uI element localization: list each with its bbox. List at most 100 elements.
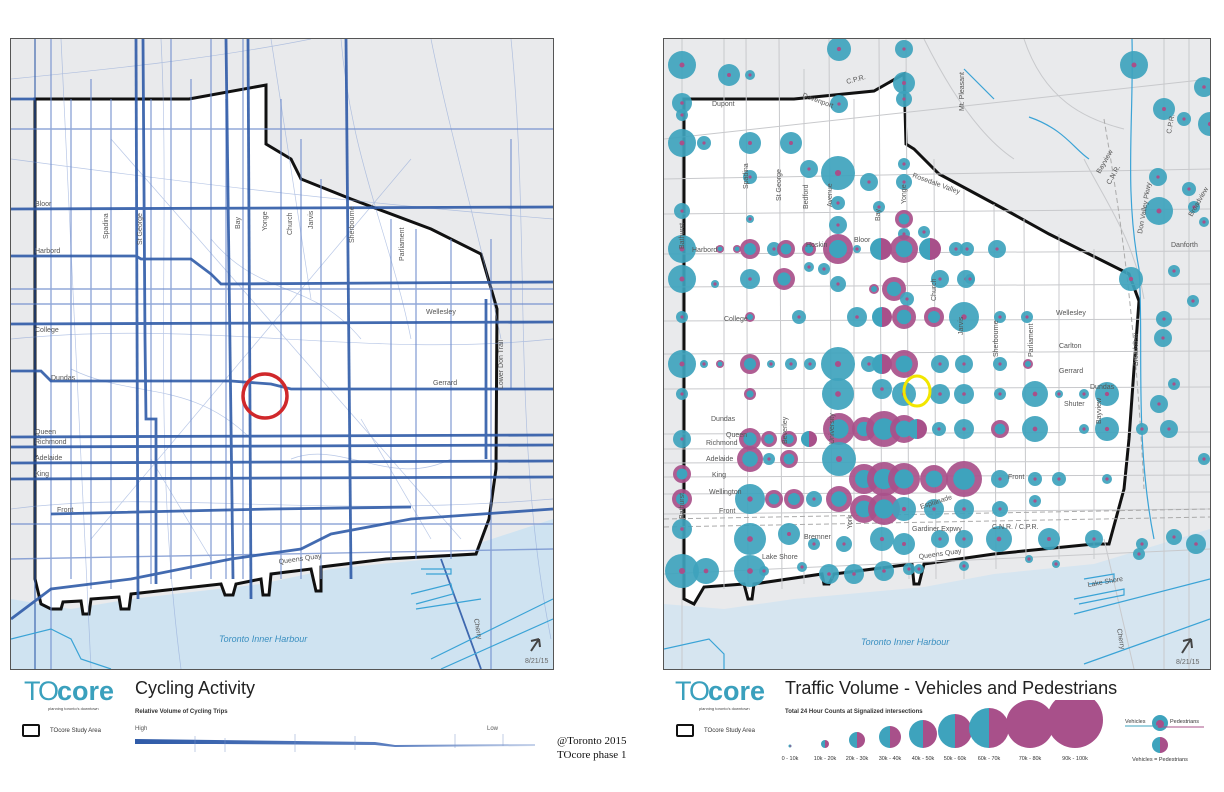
street-label: Wellington bbox=[709, 489, 742, 496]
street-label: College bbox=[724, 316, 748, 323]
legend-bubble bbox=[1047, 700, 1103, 748]
street-label: Dundas bbox=[711, 416, 736, 423]
street-label: Bayview bbox=[1096, 397, 1103, 424]
street-label: Yonge bbox=[901, 184, 908, 204]
cycling-volume-gradient bbox=[135, 734, 535, 752]
street-label: University bbox=[829, 413, 836, 444]
credit-line-1: @Toronto 2015 bbox=[557, 735, 627, 747]
street-label: Dupont bbox=[712, 101, 735, 108]
study-area-legend: TOcore Study Area bbox=[676, 724, 755, 737]
study-area-legend: TOcore Study Area bbox=[22, 724, 101, 737]
street-label: C.N.R. / C.P.R. bbox=[992, 524, 1039, 531]
street-label: Richmond bbox=[706, 440, 738, 447]
street-label: Beverley bbox=[782, 416, 789, 444]
harbour-label: Toronto Inner Harbour bbox=[861, 637, 950, 647]
harbour-water bbox=[664, 529, 1210, 669]
street-label: Cherry bbox=[1115, 628, 1126, 650]
traffic-volume-legend: 0 - 10k 10k - 20k 20k - 30k 30k - 40k 40k - … bbox=[782, 700, 1204, 763]
map-subtitle: Relative Volume of Cycling Trips bbox=[135, 709, 228, 715]
harbour-water bbox=[11, 519, 553, 669]
street-label: Lower Don Trail bbox=[498, 340, 505, 389]
street-label: Harbord bbox=[35, 248, 60, 255]
street-label: Queen bbox=[726, 432, 747, 439]
legend-bin-label: 0 - 10k bbox=[782, 756, 799, 762]
street-label: Bathurst bbox=[679, 223, 686, 249]
street-label: Richmond bbox=[35, 439, 67, 446]
street-label: Front bbox=[719, 508, 735, 515]
map-date: 8/21/15 bbox=[525, 658, 548, 665]
street-label: College bbox=[35, 327, 59, 334]
street-label: Front bbox=[57, 507, 73, 514]
credit: @Toronto 2015 TOcore phase 1 bbox=[557, 734, 627, 762]
legend-bin-label: 60k - 70k bbox=[978, 756, 1001, 762]
street-label: Adelaide bbox=[706, 456, 733, 463]
street-label: Gerrard bbox=[433, 380, 457, 387]
street-label: Dundas bbox=[1090, 384, 1115, 391]
street-label: Church bbox=[931, 278, 938, 301]
highlight-circle bbox=[902, 374, 932, 408]
street-label: King bbox=[35, 471, 49, 478]
map-subtitle: Total 24 Hour Counts at Signalized inter… bbox=[785, 709, 923, 715]
street-label: Queen bbox=[35, 429, 56, 436]
street-label: Carlton bbox=[1059, 343, 1082, 350]
cycling-activity-map[interactable]: Bloor Harbord College Dundas Queen Richm… bbox=[10, 38, 554, 670]
street-label: C.P.R. bbox=[1166, 114, 1176, 135]
legend-bin-label: 30k - 40k bbox=[879, 756, 902, 762]
street-label: Bay bbox=[875, 208, 882, 221]
street-label: Bloor bbox=[854, 237, 871, 244]
study-area-swatch bbox=[22, 724, 40, 737]
north-arrow-icon bbox=[1181, 638, 1193, 654]
street-label: Wellesley bbox=[1056, 310, 1086, 317]
legend-key-pedestrians: Pedestrians bbox=[1170, 719, 1199, 725]
street-label: St George bbox=[137, 213, 144, 245]
street-label: Jarvis bbox=[308, 210, 315, 229]
street-label: Lake Shore bbox=[762, 554, 798, 561]
highlight-circle bbox=[241, 372, 289, 420]
street-label: Bloor bbox=[35, 201, 52, 208]
street-label: Wellesley bbox=[426, 309, 456, 316]
harbour-label: Toronto Inner Harbour bbox=[219, 634, 308, 644]
street-label: Bedford bbox=[803, 184, 810, 209]
traffic-bubbles bbox=[665, 39, 1210, 588]
street-label: Jarvis bbox=[958, 316, 965, 335]
map-title: Cycling Activity bbox=[135, 678, 256, 698]
legend-bin-label: 20k - 30k bbox=[846, 756, 869, 762]
tocore-logo: TOcore planning toronto's downtown bbox=[675, 676, 766, 711]
legend-key-vehicles: Vehicles bbox=[1125, 719, 1146, 725]
map-title: Traffic Volume - Vehicles and Pedestrian… bbox=[785, 678, 1118, 698]
street-label: Sherbourne bbox=[993, 320, 1000, 357]
legend-bubble bbox=[1006, 700, 1054, 748]
street-label: King bbox=[712, 472, 726, 479]
street-label: Bathurst bbox=[679, 493, 686, 519]
legend-bin-label: 90k - 100k bbox=[1062, 756, 1088, 762]
street-label: Shuter bbox=[1064, 401, 1085, 408]
street-label: Front bbox=[1008, 474, 1024, 481]
street-label: Bay bbox=[235, 216, 242, 229]
street-label: Danforth bbox=[1171, 242, 1198, 249]
street-label: Spadina bbox=[743, 163, 750, 189]
street-label: Broadview bbox=[1133, 332, 1140, 366]
street-label: Adelaide bbox=[35, 455, 62, 462]
street-label: St George bbox=[776, 169, 783, 201]
street-label: York bbox=[847, 515, 854, 529]
legend-bin-label: 70k - 80k bbox=[1019, 756, 1042, 762]
street-label: Church bbox=[287, 212, 294, 235]
street-label: Mt. Pleasant bbox=[959, 72, 966, 111]
street-label: Parliament bbox=[399, 227, 406, 261]
street-label: Sherbourne bbox=[349, 206, 356, 243]
street-label: C.P.R. bbox=[846, 74, 867, 86]
street-label: Yonge bbox=[262, 211, 269, 231]
legend-key-equal: Vehicles = Pedestrians bbox=[1132, 757, 1188, 763]
street-label: Avenue bbox=[827, 183, 834, 207]
legend-high: High bbox=[135, 726, 148, 732]
street-label: Spadina bbox=[103, 213, 110, 239]
tocore-logo: TOcore planning toronto's downtown bbox=[24, 676, 115, 711]
traffic-volume-map[interactable]: Dupont Davenport C.P.R. Bloor Harbord Ho… bbox=[663, 38, 1211, 670]
legend-bin-label: 50k - 60k bbox=[944, 756, 967, 762]
street-label: Parliament bbox=[1028, 323, 1035, 357]
street-label: Gardiner Expwy bbox=[912, 526, 962, 533]
street-label: Cherry bbox=[472, 618, 483, 640]
street-label: Gerrard bbox=[1059, 368, 1083, 375]
street-label: Dundas bbox=[51, 375, 76, 382]
legend-bin-label: 40k - 50k bbox=[912, 756, 935, 762]
